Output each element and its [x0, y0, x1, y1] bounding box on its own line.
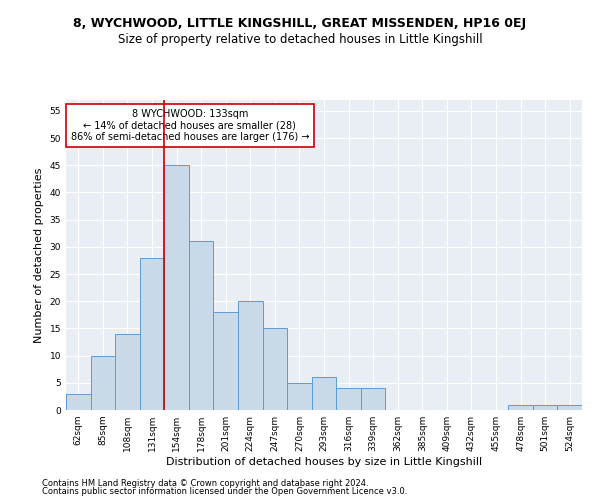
Y-axis label: Number of detached properties: Number of detached properties: [34, 168, 44, 342]
Text: Contains HM Land Registry data © Crown copyright and database right 2024.: Contains HM Land Registry data © Crown c…: [42, 478, 368, 488]
Bar: [164, 166, 189, 410]
Bar: [263, 328, 287, 410]
Bar: [140, 258, 164, 410]
Bar: [115, 334, 140, 410]
Bar: [214, 312, 238, 410]
Bar: [238, 301, 263, 410]
Text: 8 WYCHWOOD: 133sqm
← 14% of detached houses are smaller (28)
86% of semi-detache: 8 WYCHWOOD: 133sqm ← 14% of detached hou…: [71, 110, 309, 142]
Text: Contains public sector information licensed under the Open Government Licence v3: Contains public sector information licen…: [42, 487, 407, 496]
Bar: [336, 388, 361, 410]
Text: Size of property relative to detached houses in Little Kingshill: Size of property relative to detached ho…: [118, 32, 482, 46]
Bar: [189, 242, 214, 410]
Bar: [508, 404, 533, 410]
X-axis label: Distribution of detached houses by size in Little Kingshill: Distribution of detached houses by size …: [166, 457, 482, 467]
Bar: [557, 404, 582, 410]
Bar: [312, 378, 336, 410]
Bar: [361, 388, 385, 410]
Text: 8, WYCHWOOD, LITTLE KINGSHILL, GREAT MISSENDEN, HP16 0EJ: 8, WYCHWOOD, LITTLE KINGSHILL, GREAT MIS…: [73, 18, 527, 30]
Bar: [533, 404, 557, 410]
Bar: [66, 394, 91, 410]
Bar: [91, 356, 115, 410]
Bar: [287, 383, 312, 410]
